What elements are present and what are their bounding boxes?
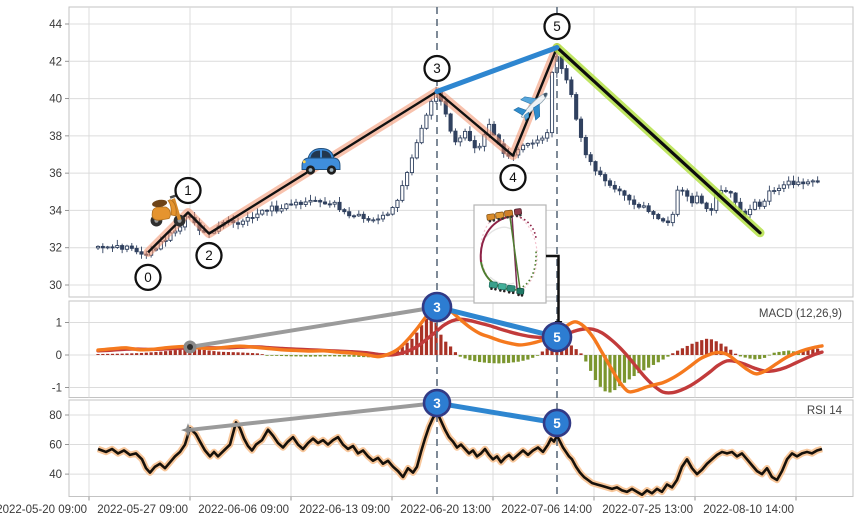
y-tick-label: 32 — [49, 243, 62, 255]
divergence-line-rsi — [434, 400, 560, 426]
x-axis-label: 2022-08-10 14:00 — [703, 504, 794, 516]
divergence-line-macd — [434, 304, 560, 340]
indicator-marker-label: 3 — [433, 300, 441, 315]
star-marker — [181, 423, 195, 438]
reference-line-macd — [188, 304, 439, 350]
car-icon — [301, 148, 341, 175]
macd-marker-5 — [541, 321, 573, 353]
x-axis-label: 2022-07-06 14:00 — [501, 504, 592, 516]
reference-line-rsi — [186, 401, 439, 433]
indicator-marker-label: 5 — [553, 416, 561, 431]
indicator-series — [96, 304, 824, 499]
y-tick-label: 40 — [49, 94, 62, 106]
macd-marker-3 — [421, 291, 453, 323]
x-axis-label: 2022-06-20 13:00 — [400, 504, 491, 516]
y-tick-label: -1 — [52, 383, 62, 395]
indicator-marker-label: 3 — [433, 396, 441, 411]
y-tick-label: 38 — [49, 131, 62, 143]
rsi-line — [97, 410, 823, 497]
wave-markers: 0 1 2 3 4 5 3 5 3 5 — [134, 12, 573, 438]
wave-marker-1 — [174, 176, 202, 205]
macd-line — [96, 304, 824, 394]
wave-marker-5 — [543, 12, 571, 41]
y-tick-label: 36 — [49, 168, 62, 180]
y-tick-label: 30 — [49, 280, 62, 292]
macd-panel-label: MACD (12,26,9) — [759, 308, 842, 320]
x-axis-label: 2022-05-27 09:00 — [97, 504, 188, 516]
roller-coaster-inset — [473, 204, 547, 304]
y-tick-label: 44 — [49, 19, 62, 31]
y-tick-label: 80 — [49, 410, 62, 422]
rsi-marker-5 — [542, 408, 572, 438]
price-panel — [68, 6, 854, 298]
wave-marker-4 — [499, 163, 527, 192]
divergence-line-price — [434, 44, 560, 94]
scooter-icon — [150, 188, 186, 227]
event-vlines — [436, 7, 558, 497]
inset-bottom-train — [488, 281, 525, 297]
wave-marker-3 — [423, 54, 451, 83]
rsi-panel-label: RSI 14 — [807, 405, 843, 417]
indicator-marker-label: 5 — [553, 330, 561, 345]
wave-marker-0 — [134, 263, 162, 292]
inset-top-train — [486, 208, 522, 223]
y-tick-label: 60 — [49, 440, 62, 452]
y-tick-label: 42 — [49, 56, 62, 68]
projection-down-line — [555, 45, 762, 235]
wave-marker-label: 3 — [433, 61, 441, 76]
wave-marker-label: 5 — [553, 19, 561, 34]
y-tick-label: 1 — [56, 318, 62, 330]
wave-marker-label: 4 — [509, 170, 517, 185]
wave-marker-label: 1 — [184, 183, 192, 198]
rsi-marker-3 — [422, 388, 452, 418]
wave-marker-label: 2 — [205, 248, 213, 263]
wave-marker-label: 0 — [144, 270, 152, 285]
airplane-icon — [513, 92, 548, 122]
y-tick-label: 0 — [56, 350, 62, 362]
x-axis-label: 2022-05-20 09:00 — [0, 504, 87, 516]
y-tick-label: 34 — [49, 205, 62, 217]
x-axis-label: 2022-07-25 13:00 — [602, 504, 693, 516]
y-tick-label: 40 — [49, 469, 62, 481]
x-axis-label: 2022-06-06 09:00 — [198, 504, 289, 516]
x-axis-label: 2022-06-13 09:00 — [299, 504, 390, 516]
wave-marker-2 — [195, 241, 223, 270]
